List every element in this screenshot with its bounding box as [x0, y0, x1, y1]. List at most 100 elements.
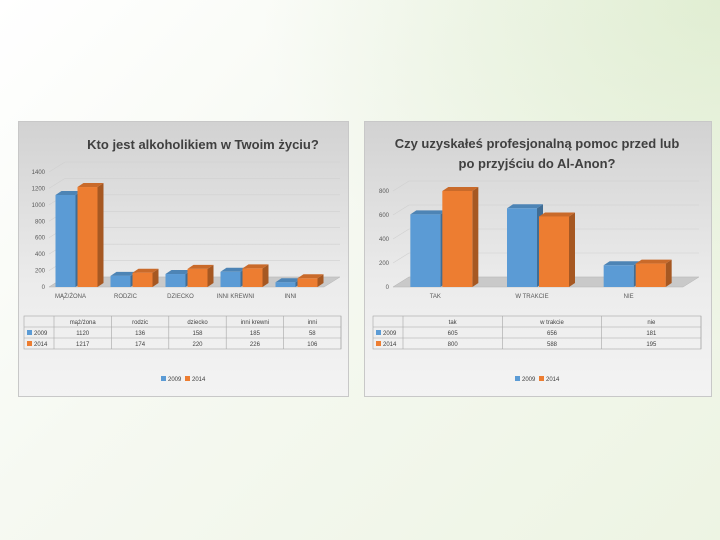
bar-side-2014 — [207, 264, 214, 287]
bar-top-2014 — [442, 187, 479, 191]
table-value-cell: 220 — [192, 342, 203, 348]
bar-side-2014 — [262, 264, 269, 287]
bar-top-2014 — [539, 212, 575, 217]
table-value-cell: 106 — [307, 342, 318, 348]
table-series-name: 2014 — [383, 342, 397, 348]
table-header-cell: nie — [647, 320, 656, 326]
table-series-name: 2009 — [34, 331, 48, 337]
bar-top-2009 — [603, 261, 640, 266]
y-tick-label: 0 — [386, 285, 390, 291]
table-legend-key-2014 — [376, 341, 381, 346]
table-header-cell: inni krewni — [241, 320, 269, 326]
legend-key-2014 — [185, 376, 190, 381]
y-tick-label: 600 — [379, 213, 390, 219]
table-value-cell: 226 — [250, 342, 261, 348]
bar-side-2014 — [665, 259, 672, 287]
table-value-cell: 195 — [646, 342, 657, 348]
table-value-cell: 58 — [309, 331, 316, 337]
table-value-cell: 174 — [135, 342, 146, 348]
table-header-cell: tak — [449, 320, 458, 326]
table-value-cell: 136 — [135, 331, 146, 337]
bar-side-2014 — [152, 268, 159, 287]
legend-key-2009 — [161, 376, 166, 381]
table-value-cell: 158 — [192, 331, 203, 337]
bar-top-2009 — [110, 271, 137, 276]
bar-2009 — [55, 195, 76, 287]
gridline-side — [392, 228, 410, 240]
legend-label: 2014 — [192, 377, 206, 383]
x-category-label: MĄŻ/ŻONA — [55, 293, 86, 300]
gridline-side — [392, 204, 410, 216]
chart-panel-professional-help: Czy uzyskałeś profesjonalną pomoc przed … — [365, 122, 711, 396]
bar-2014 — [635, 263, 666, 287]
bar-top-2009 — [410, 210, 447, 215]
x-category-label: TAK — [430, 294, 441, 300]
legend-key-2014 — [539, 376, 544, 381]
table-value-cell: 800 — [448, 342, 459, 348]
legend-key-2009 — [515, 376, 520, 381]
bar-2014 — [539, 216, 569, 287]
gridline-side — [392, 252, 410, 264]
x-category-label: DZIECKO — [167, 294, 194, 300]
table-header-cell: rodzic — [132, 320, 148, 326]
bar-top-2014 — [77, 183, 104, 188]
bar-2009 — [110, 275, 131, 287]
legend-label: 2009 — [168, 377, 182, 383]
chart-title: po przyjściu do Al-Anon? — [459, 156, 616, 171]
gridline-side — [48, 178, 66, 189]
y-tick-label: 200 — [379, 261, 390, 267]
x-category-label: INNI KREWNI — [217, 294, 255, 300]
bar-top-2009 — [275, 278, 302, 283]
chart-title: Kto jest alkoholikiem w Twoim życiu? — [87, 137, 319, 152]
table-series-name: 2014 — [34, 342, 48, 348]
bar-side-2014 — [569, 212, 575, 287]
bar-top-2014 — [132, 268, 159, 273]
bar-top-2009 — [507, 204, 543, 209]
table-value-cell: 1120 — [76, 331, 90, 337]
bar-2009 — [165, 274, 186, 287]
y-tick-label: 400 — [379, 237, 390, 243]
table-legend-key-2014 — [27, 341, 32, 346]
x-category-label: RODZIC — [114, 294, 138, 300]
y-tick-label: 800 — [379, 189, 390, 195]
bar-top-2014 — [242, 264, 269, 269]
y-tick-label: 400 — [35, 252, 46, 258]
table-value-cell: 605 — [448, 331, 459, 337]
y-tick-label: 600 — [35, 236, 46, 242]
bar-2009 — [507, 208, 537, 287]
bar-top-2014 — [187, 264, 214, 269]
bar-top-2014 — [635, 259, 672, 264]
chart-panel-alcoholic: Kto jest alkoholikiem w Twoim życiu? 0 200… — [19, 122, 348, 396]
chart-alcoholic-svg: Kto jest alkoholikiem w Twoim życiu? 0 200… — [23, 137, 342, 383]
x-category-label: INNI — [285, 294, 297, 300]
table-value-cell: 588 — [547, 342, 558, 348]
bar-top-2014 — [297, 274, 324, 279]
bar-top-2009 — [220, 267, 247, 272]
bar-top-2009 — [165, 270, 192, 275]
y-tick-label: 1400 — [32, 170, 46, 176]
chart-title: Czy uzyskałeś profesjonalną pomoc przed … — [395, 136, 680, 151]
table-header-cell: w trakcie — [539, 320, 564, 326]
bar-2014 — [442, 191, 473, 287]
table-legend-key-2009 — [27, 330, 32, 335]
chart-professional-help-svg: Czy uzyskałeś profesjonalną pomoc przed … — [372, 136, 702, 383]
bar-2009 — [220, 271, 241, 287]
table-value-cell: 181 — [646, 331, 657, 337]
bar-side-2014 — [97, 183, 104, 287]
bar-side-2014 — [472, 187, 479, 287]
bar-2014 — [132, 272, 153, 287]
table-header-cell: dziecko — [187, 320, 208, 326]
table-series-name: 2009 — [383, 331, 397, 337]
legend-label: 2014 — [546, 377, 560, 383]
table-legend-key-2009 — [376, 330, 381, 335]
table-header-cell: mąż/żona — [70, 320, 97, 326]
y-tick-label: 200 — [35, 269, 46, 275]
x-category-label: W TRAKCIE — [515, 294, 548, 300]
bar-top-2009 — [55, 191, 82, 195]
y-tick-label: 1200 — [32, 186, 46, 192]
bar-2014 — [77, 187, 98, 287]
x-category-label: NIE — [624, 294, 634, 300]
y-tick-label: 800 — [35, 219, 46, 225]
table-value-cell: 1217 — [76, 342, 90, 348]
bar-2014 — [242, 268, 263, 287]
